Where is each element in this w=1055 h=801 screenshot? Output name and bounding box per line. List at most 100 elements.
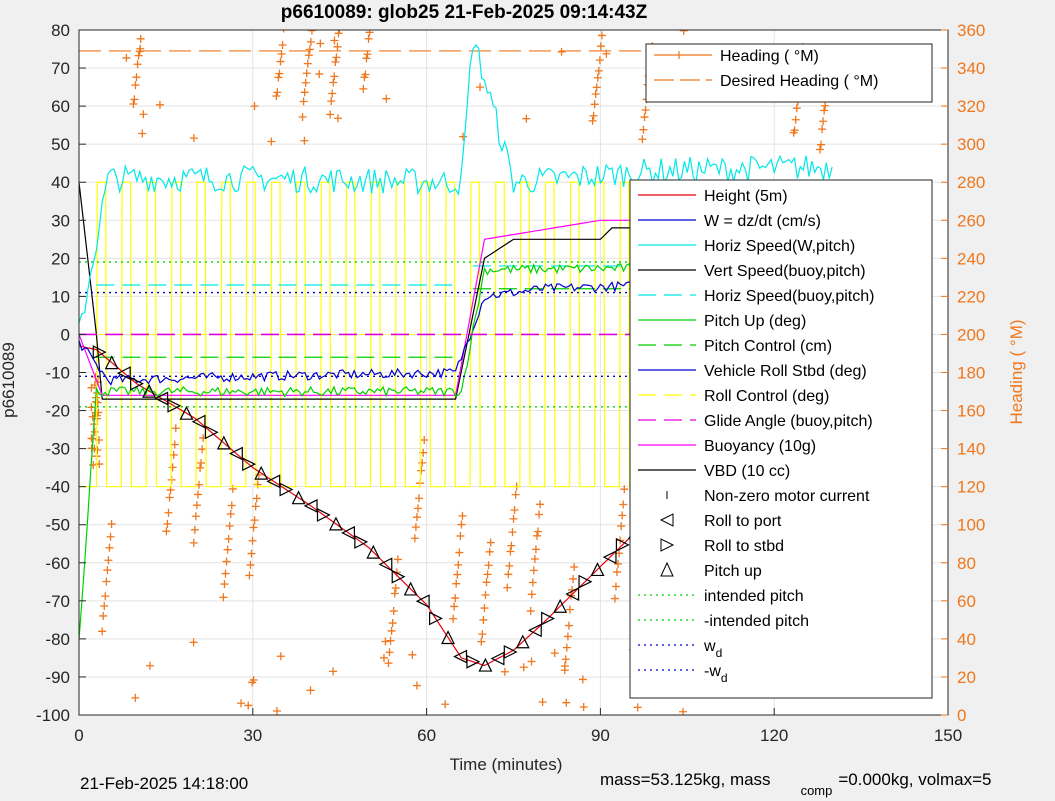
- heading-marker: [452, 579, 461, 588]
- heading-marker: [821, 101, 830, 110]
- heading-marker: [334, 114, 343, 123]
- roll-marker: [590, 562, 605, 577]
- heading-marker: [611, 582, 620, 591]
- y2-tick-label: 120: [957, 478, 985, 497]
- roll-marker: [354, 534, 369, 549]
- heading-marker: [267, 137, 276, 146]
- heading-marker: [480, 604, 489, 613]
- heading-marker: [412, 681, 421, 690]
- roll-marker: [130, 376, 144, 391]
- heading-marker: [638, 135, 647, 144]
- heading-marker: [459, 132, 468, 141]
- heading-marker: [620, 485, 629, 494]
- roll-marker: [328, 516, 343, 531]
- heading-marker: [331, 57, 340, 66]
- heading-marker: [819, 117, 828, 126]
- heading-marker: [282, 30, 285, 33]
- x-axis-label: Time (minutes): [450, 755, 563, 774]
- y2-tick-label: 260: [957, 211, 985, 230]
- legend-main-label: Horiz Speed(buoy,pitch): [704, 288, 874, 305]
- heading-marker: [90, 427, 99, 436]
- heading-marker: [139, 110, 148, 119]
- heading-marker: [252, 494, 261, 503]
- roll-marker: [553, 598, 568, 613]
- roll-marker: [503, 645, 518, 659]
- heading-marker: [532, 531, 541, 540]
- legend-main-label: Pitch Up (deg): [704, 313, 806, 330]
- heading-marker: [562, 643, 571, 652]
- heading-marker: [249, 676, 258, 685]
- footer-mass-pre: mass=53.125kg, mass: [600, 770, 771, 789]
- legend-main: Height (5m) W = dz/dt (cm/s) Horiz Speed(W…: [629, 179, 933, 699]
- heading-marker: [220, 580, 229, 589]
- heading-marker: [139, 14, 147, 22]
- heading-marker: [250, 516, 259, 525]
- y-tick-label: 40: [51, 173, 70, 192]
- heading-marker: [189, 134, 198, 143]
- x-axis: 0 30 60 90 120 150: [74, 708, 962, 745]
- heading-marker: [815, 145, 824, 154]
- y-tick-label: -30: [45, 440, 70, 459]
- heading-marker: [105, 543, 114, 552]
- heading-marker: [277, 49, 286, 58]
- heading-marker: [561, 655, 570, 664]
- y-tick-label: -90: [45, 668, 70, 687]
- heading-marker: [519, 663, 528, 672]
- heading-marker: [329, 667, 338, 676]
- heading-marker: [300, 88, 309, 97]
- heading-marker: [132, 73, 141, 82]
- heading-marker: [410, 534, 419, 543]
- heading-marker: [364, 34, 373, 43]
- heading-marker: [391, 584, 400, 593]
- heading-marker: [245, 571, 254, 580]
- heading-marker: [818, 125, 827, 134]
- y-tick-label: -20: [45, 402, 70, 421]
- y-tick-label: 10: [51, 287, 70, 306]
- heading-marker: [619, 500, 628, 509]
- legend-heading-box: [645, 43, 933, 103]
- heading-marker: [641, 106, 650, 115]
- heading-marker: [820, 106, 829, 115]
- heading-marker: [248, 536, 257, 545]
- heading-marker: [145, 661, 154, 670]
- heading-marker: [93, 445, 102, 454]
- y-tick-label: -100: [36, 706, 70, 725]
- heading-marker: [610, 594, 619, 603]
- legend-main-label: Pitch up: [704, 563, 762, 580]
- heading-marker: [412, 513, 421, 522]
- heading-marker: [272, 92, 281, 101]
- heading-marker: [418, 458, 427, 467]
- roll-marker: [565, 587, 580, 601]
- heading-marker: [411, 523, 420, 532]
- heading-marker: [382, 94, 391, 103]
- heading-marker: [141, 30, 143, 31]
- y2-tick-label: 200: [957, 325, 985, 344]
- heading-marker: [454, 560, 463, 569]
- heading-marker: [614, 559, 623, 568]
- roll-marker: [515, 634, 530, 649]
- heading-marker: [527, 590, 536, 599]
- y-tick-label: -80: [45, 630, 70, 649]
- heading-marker: [249, 523, 258, 532]
- roll-marker: [366, 544, 381, 559]
- heading-marker: [130, 95, 139, 104]
- heading-marker: [385, 648, 394, 657]
- legend-main-marker: [659, 513, 674, 527]
- heading-marker: [579, 703, 588, 712]
- y2-tick-label: 340: [957, 59, 985, 78]
- heading-marker: [420, 435, 429, 444]
- x-tick-label: 150: [934, 726, 962, 745]
- heading-marker: [617, 522, 626, 531]
- y2-tick-label: 100: [957, 516, 985, 535]
- heading-marker: [590, 100, 599, 109]
- x-tick-label: 0: [74, 726, 83, 745]
- roll-marker: [242, 457, 257, 472]
- heading-marker: [451, 594, 460, 603]
- heading-marker: [190, 525, 199, 534]
- roll-marker: [279, 482, 294, 497]
- heading-marker: [522, 114, 531, 123]
- y-tick-label: -70: [45, 592, 70, 611]
- roll-marker: [191, 414, 206, 429]
- roll-marker: [303, 498, 318, 513]
- heading-marker: [482, 578, 491, 587]
